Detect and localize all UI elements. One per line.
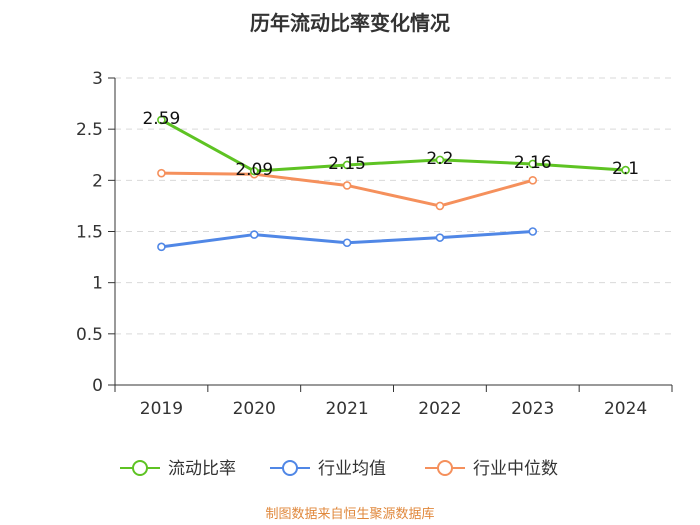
series-line-0 [160,118,626,173]
legend-swatch-marker [282,460,298,476]
legend[interactable]: 流动比率 行业均值 行业中位数 [120,459,558,479]
legend-label: 行业均值 [318,459,386,479]
x-tick-label: 2024 [604,399,647,419]
data-point [342,238,352,248]
data-label: 2.16 [514,153,552,173]
data-label: 2.2 [426,149,453,169]
x-tick-label: 2021 [325,399,368,419]
x-tick-label: 2020 [233,399,276,419]
data-point [435,233,445,242]
legend-item-2[interactable]: 行业中位数 [425,459,558,479]
data-label: 2.59 [142,109,180,129]
data-label: 2.15 [328,154,366,174]
legend-item-0[interactable]: 流动比率 [120,459,236,479]
data-point [249,230,259,239]
data-point [157,115,166,125]
data-point [435,201,445,211]
y-tick-label: 2 [92,171,103,191]
grid-lines [115,77,672,335]
data-point [528,227,538,236]
data-point [528,176,538,185]
data-point [621,165,630,175]
data-point [528,159,538,169]
legend-swatch-marker [132,460,148,476]
legend-label: 行业中位数 [473,459,558,479]
x-tick-label: 2022 [418,399,461,419]
data-point [157,242,166,252]
x-tick-label: 2023 [511,399,554,419]
chart-title: 历年流动比率变化情况 [250,11,450,35]
y-tick-label: 3 [92,69,103,89]
data-label: 2.09 [235,160,273,180]
legend-item-1[interactable]: 行业均值 [270,459,386,479]
legend-label: 流动比率 [168,459,236,479]
source-note: 制图数据来自恒生聚源数据库 [265,506,434,522]
data-point [157,168,166,178]
data-point [435,155,445,165]
y-tick-label: 2.5 [76,120,103,140]
series-lines [157,115,630,252]
data-point [249,166,259,176]
data-labels: 2.59 2.09 2.15 2.2 2.16 2.1 [142,109,639,180]
y-tick-label: 1 [92,274,103,294]
data-point [342,160,352,170]
y-tick-label: 0.5 [76,325,103,345]
y-tick-label: 1.5 [76,223,103,243]
data-point [342,181,352,190]
axes: 0 0.5 1 1.5 2 2.5 3 2019 2020 2021 2022 2023 2024 [76,69,673,419]
x-tick-label: 2019 [140,399,183,419]
legend-swatch-marker [437,460,453,476]
data-label: 2.1 [612,159,639,179]
y-tick-label: 0 [92,376,103,396]
